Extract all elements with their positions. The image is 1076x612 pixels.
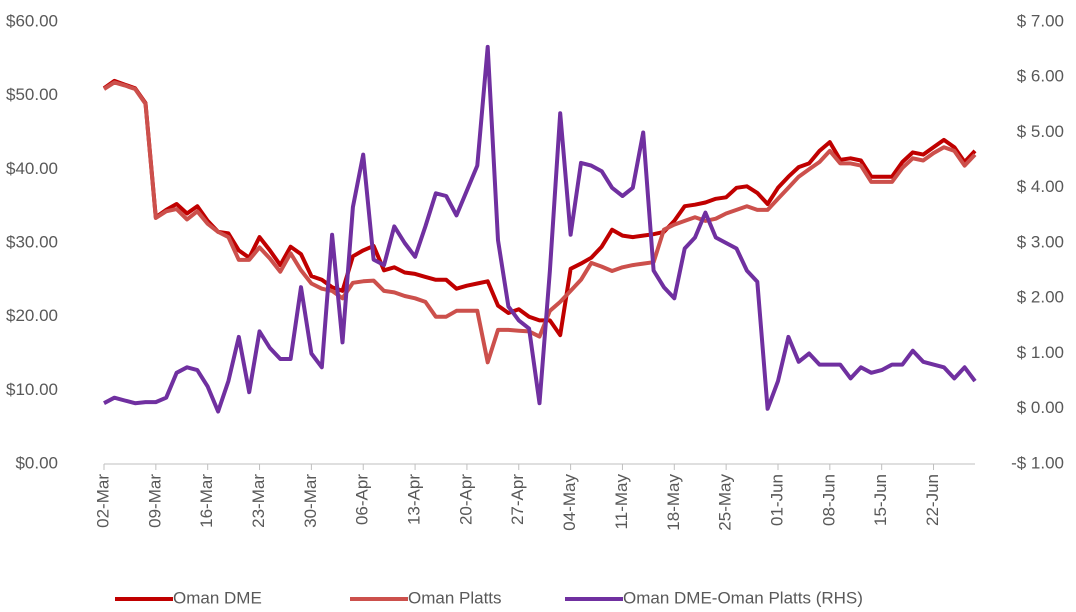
legend-label: Oman DME <box>173 588 262 607</box>
y-tick-label: $40.00 <box>6 159 58 178</box>
x-tick-label: 11-May <box>612 474 631 530</box>
x-tick-label: 15-Jun <box>871 474 890 526</box>
y-tick-label: $60.00 <box>6 11 58 30</box>
x-tick-label: 16-Mar <box>197 474 216 528</box>
y-tick-label: $30.00 <box>6 232 58 251</box>
series-line <box>103 44 977 414</box>
x-tick-label: 01-Jun <box>767 474 786 526</box>
x-tick-label: 18-May <box>664 474 683 531</box>
x-tick-label: 09-Mar <box>145 474 164 528</box>
x-tick-label: 08-Jun <box>819 474 838 526</box>
x-tick-label: 27-Apr <box>508 474 527 525</box>
y2-tick-label: $ 4.00 <box>1017 177 1064 196</box>
x-tick-label: 23-Mar <box>249 474 268 528</box>
x-tick-label: 04-May <box>560 474 579 531</box>
y-tick-label: $0.00 <box>15 453 58 472</box>
y2-tick-label: $ 1.00 <box>1017 343 1064 362</box>
x-tick-label: 06-Apr <box>353 474 372 525</box>
legend-label: Oman Platts <box>408 588 502 607</box>
y2-tick-label: $ 0.00 <box>1017 398 1064 417</box>
y2-tick-label: -$ 1.00 <box>1011 453 1064 472</box>
legend-label: Oman DME-Oman Platts (RHS) <box>623 588 863 607</box>
y-tick-label: $20.00 <box>6 306 58 325</box>
x-tick-label: 13-Apr <box>405 474 424 525</box>
x-tick-label: 22-Jun <box>923 474 942 526</box>
y-tick-label: $50.00 <box>6 85 58 104</box>
y2-tick-label: $ 6.00 <box>1017 67 1064 86</box>
x-tick-label: 25-May <box>716 474 735 531</box>
series-line <box>102 78 977 338</box>
series-line <box>102 80 977 365</box>
x-tick-label: 20-Apr <box>456 474 475 525</box>
y-tick-label: $10.00 <box>6 380 58 399</box>
x-tick-label: 30-Mar <box>301 474 320 528</box>
y2-tick-label: $ 3.00 <box>1017 232 1064 251</box>
y2-tick-label: $ 5.00 <box>1017 122 1064 141</box>
y2-tick-label: $ 2.00 <box>1017 288 1064 307</box>
y2-tick-label: $ 7.00 <box>1017 11 1064 30</box>
x-tick-label: 02-Mar <box>93 474 112 528</box>
